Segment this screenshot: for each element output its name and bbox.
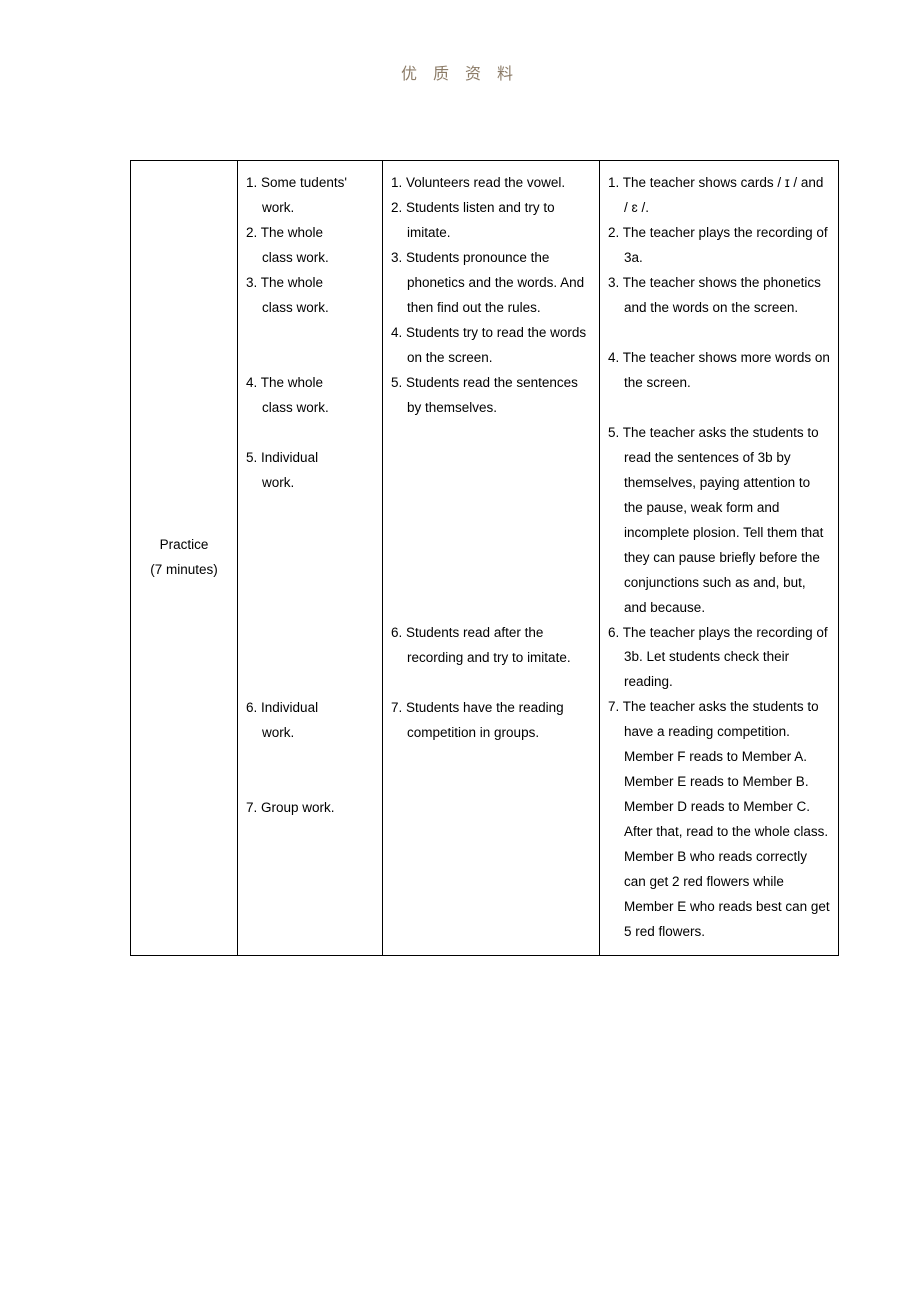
spacer (246, 496, 374, 696)
item-sub: class work. (262, 246, 374, 271)
item-num: 6. (246, 700, 257, 715)
list-item: 7. Group work. (246, 796, 374, 821)
item-text: Some tudents' (261, 175, 347, 190)
item-num: 2. (246, 225, 257, 240)
item-text: The whole (261, 375, 323, 390)
item-sub: work. (262, 721, 374, 746)
spacer (608, 321, 830, 346)
interaction-pattern-cell: 1. Some tudents' work. 2. The whole clas… (238, 161, 383, 956)
spacer (391, 671, 591, 696)
list-item: 7. The teacher asks the students to have… (608, 695, 830, 945)
teacher-activity-cell: 1. The teacher shows cards / ɪ / and / ɛ… (600, 161, 839, 956)
item-sub: class work. (262, 396, 374, 421)
item-text: Individual (261, 450, 318, 465)
table-row: Practice (7 minutes) 1. Some tudents' wo… (131, 161, 839, 956)
list-item: 1. Volunteers read the vowel. (391, 171, 591, 196)
document-page: 优 质 资 料 Practice (7 minutes) 1. Some tud… (0, 0, 920, 1302)
spacer (246, 746, 374, 796)
list-item: 3. The whole class work. (246, 271, 374, 321)
list-item: 2. Students listen and try to imitate. (391, 196, 591, 246)
list-item: 4. Students try to read the words on the… (391, 321, 591, 371)
list-item: 2. The whole class work. (246, 221, 374, 271)
item-text: Individual (261, 700, 318, 715)
list-item: 5. Individual work. (246, 446, 374, 496)
item-num: 7. (246, 800, 257, 815)
stage-cell: Practice (7 minutes) (131, 161, 238, 956)
student-activity-cell: 1. Volunteers read the vowel. 2. Student… (383, 161, 600, 956)
item-text: The whole (261, 275, 323, 290)
spacer (246, 421, 374, 446)
item-sub: class work. (262, 296, 374, 321)
lesson-plan-table: Practice (7 minutes) 1. Some tudents' wo… (130, 160, 839, 956)
spacer (246, 321, 374, 371)
stage-name: Practice (135, 533, 233, 558)
item-num: 3. (246, 275, 257, 290)
item-num: 1. (246, 175, 257, 190)
list-item: 2. The teacher plays the recording of 3a… (608, 221, 830, 271)
item-num: 5. (246, 450, 257, 465)
list-item: 6. Students read after the recording and… (391, 621, 591, 671)
page-header: 优 质 资 料 (0, 60, 920, 84)
list-item: 4. The whole class work. (246, 371, 374, 421)
item-sub: work. (262, 471, 374, 496)
list-item: 5. Students read the sentences by themse… (391, 371, 591, 421)
item-num: 4. (246, 375, 257, 390)
item-text: The whole (261, 225, 323, 240)
stage-duration: (7 minutes) (135, 558, 233, 583)
item-sub: work. (262, 196, 374, 221)
list-item: 6. Individual work. (246, 696, 374, 746)
list-item: 4. The teacher shows more words on the s… (608, 346, 830, 396)
list-item: 7. Students have the reading competition… (391, 696, 591, 746)
list-item: 3. The teacher shows the phonetics and t… (608, 271, 830, 321)
item-text: Group work. (261, 800, 335, 815)
list-item: 6. The teacher plays the recording of 3b… (608, 621, 830, 696)
list-item: 1. Some tudents' work. (246, 171, 374, 221)
spacer (608, 396, 830, 421)
list-item: 5. The teacher asks the students to read… (608, 421, 830, 621)
lesson-plan-table-wrap: Practice (7 minutes) 1. Some tudents' wo… (130, 160, 778, 956)
list-item: 3. Students pronounce the phonetics and … (391, 246, 591, 321)
spacer (391, 421, 591, 621)
list-item: 1. The teacher shows cards / ɪ / and / ɛ… (608, 171, 830, 221)
